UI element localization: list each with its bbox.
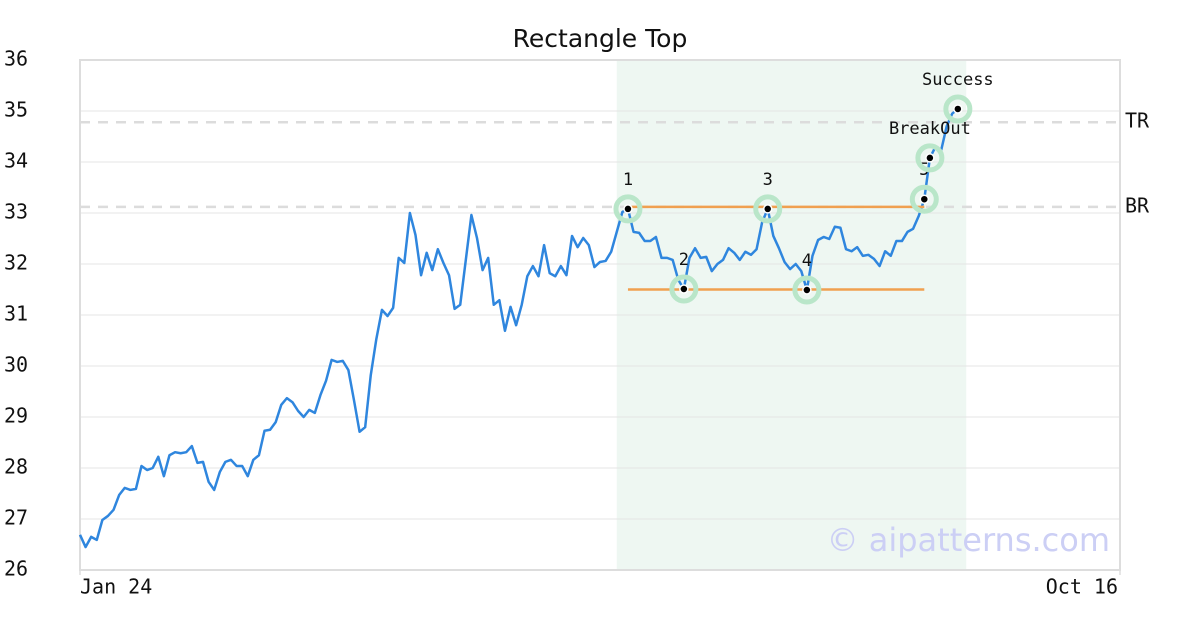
y-tick-label: 31 xyxy=(4,302,28,326)
pattern-point-halo xyxy=(792,275,822,305)
reference-label: TR xyxy=(1125,109,1150,133)
chart-title: Rectangle Top xyxy=(513,24,688,53)
reference-label: BR xyxy=(1125,193,1150,217)
pattern-label: BreakOut xyxy=(889,119,971,139)
pattern-point-halo xyxy=(613,194,643,224)
pattern-point xyxy=(802,285,812,295)
y-tick-label: 35 xyxy=(4,98,28,122)
y-tick-label: 28 xyxy=(4,455,28,479)
pattern-label: 4 xyxy=(802,251,812,271)
pattern-point xyxy=(679,284,689,294)
pattern-point xyxy=(953,104,963,114)
y-tick-label: 30 xyxy=(4,353,28,377)
pattern-point xyxy=(623,204,633,214)
watermark: © aipatterns.com xyxy=(827,521,1110,559)
pattern-point-halo xyxy=(669,274,699,304)
price-line xyxy=(78,107,959,549)
pattern-point xyxy=(925,153,935,163)
pattern-point-halo xyxy=(915,143,945,173)
y-tick-label: 33 xyxy=(4,200,28,224)
y-tick-label: 26 xyxy=(4,557,28,581)
plot-frame xyxy=(79,59,1121,571)
pattern-point xyxy=(762,204,773,214)
y-tick-label: 36 xyxy=(4,47,28,71)
pattern-label: 2 xyxy=(679,250,689,270)
y-tick-label: 27 xyxy=(4,506,28,530)
y-tick-label: 34 xyxy=(4,149,28,173)
pattern-label: 1 xyxy=(623,170,633,190)
y-tick-label: 32 xyxy=(4,251,28,275)
pattern-point-halo xyxy=(943,94,973,124)
pattern-point xyxy=(919,194,930,204)
y-tick-label: 29 xyxy=(4,404,28,428)
pattern-label: Success xyxy=(922,70,994,90)
pattern-point-halo xyxy=(909,184,939,214)
x-tick-label: Jan 24 xyxy=(80,575,152,599)
pattern-label: 3 xyxy=(763,170,773,190)
pattern-point-halo xyxy=(753,194,783,224)
x-tick-label: Oct 16 xyxy=(1046,575,1118,599)
